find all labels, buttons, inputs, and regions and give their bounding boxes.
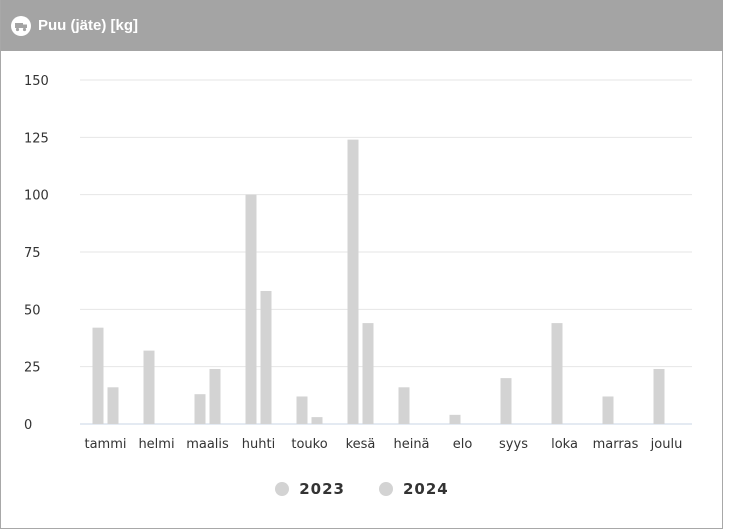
- x-tick-label: huhti: [242, 437, 275, 452]
- bar-2024-kesä[interactable]: [362, 323, 374, 424]
- bar-2024-huhti[interactable]: [260, 290, 272, 424]
- bar-2023-huhti[interactable]: [245, 194, 257, 424]
- bar-2023-touko[interactable]: [296, 396, 308, 424]
- x-tick-label: touko: [291, 437, 327, 452]
- x-tick-label: kesä: [346, 437, 376, 452]
- legend-swatch: [275, 482, 290, 496]
- bar-2023-loka[interactable]: [551, 323, 563, 424]
- page-title: Puu (jäte) [kg]: [38, 17, 138, 34]
- x-tick-label: heinä: [393, 437, 429, 452]
- bar-2023-kesä[interactable]: [347, 139, 359, 425]
- legend-item-2024[interactable]: 2024: [379, 480, 449, 498]
- bar-2024-maalis[interactable]: [209, 368, 221, 424]
- bar-2023-joulu[interactable]: [653, 368, 665, 424]
- y-tick-label: 150: [24, 74, 49, 89]
- y-tick-label: 100: [24, 189, 49, 204]
- legend-label: 2024: [403, 480, 449, 498]
- y-tick-label: 125: [24, 131, 49, 146]
- x-tick-label: elo: [453, 437, 473, 452]
- legend-label: 2023: [299, 480, 345, 498]
- x-tick-label: marras: [593, 437, 639, 452]
- y-tick-label: 75: [24, 246, 41, 261]
- x-tick-label: maalis: [186, 437, 229, 452]
- recycle-truck-icon: [10, 15, 32, 37]
- bar-2024-tammi[interactable]: [107, 387, 119, 424]
- x-tick-label: syys: [499, 437, 528, 452]
- legend-item-2023[interactable]: 2023: [275, 480, 345, 498]
- y-tick-label: 0: [24, 418, 32, 433]
- x-tick-label: tammi: [84, 437, 126, 452]
- y-tick-label: 25: [24, 361, 41, 376]
- bar-2023-marras[interactable]: [602, 396, 614, 424]
- x-tick-label: helmi: [138, 437, 174, 452]
- legend-swatch: [379, 482, 393, 496]
- bar-2023-tammi[interactable]: [92, 327, 104, 424]
- bar-2023-heinä[interactable]: [398, 387, 410, 424]
- bar-2024-touko[interactable]: [311, 417, 323, 424]
- x-tick-label: loka: [551, 437, 578, 452]
- card-header: Puu (jäte) [kg]: [1, 0, 723, 51]
- y-tick-label: 50: [24, 303, 41, 318]
- bar-2023-helmi[interactable]: [143, 350, 155, 424]
- x-tick-label: joulu: [650, 437, 683, 452]
- bar-2023-maalis[interactable]: [194, 394, 206, 424]
- bar-chart: 0 25 50 75 100 125 150 tammi helmi maalis huhti tou…: [24, 74, 692, 452]
- bar-2023-syys[interactable]: [500, 378, 512, 424]
- chart-legend: 2023 2024: [1, 480, 723, 498]
- bar-2023-elo[interactable]: [449, 414, 461, 424]
